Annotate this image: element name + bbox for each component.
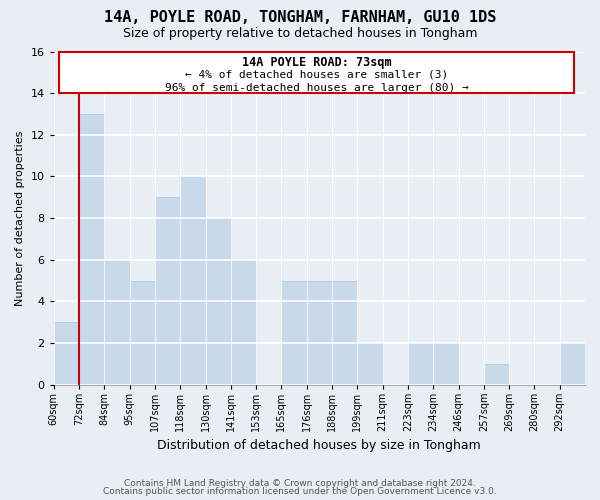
Bar: [104, 260, 130, 384]
Bar: [484, 364, 509, 384]
Text: Contains HM Land Registry data © Crown copyright and database right 2024.: Contains HM Land Registry data © Crown c…: [124, 478, 476, 488]
Bar: [180, 176, 206, 384]
FancyBboxPatch shape: [59, 52, 574, 93]
Bar: [79, 114, 104, 384]
Bar: [155, 198, 180, 384]
Bar: [281, 280, 307, 384]
Text: 14A, POYLE ROAD, TONGHAM, FARNHAM, GU10 1DS: 14A, POYLE ROAD, TONGHAM, FARNHAM, GU10 …: [104, 10, 496, 25]
Bar: [130, 280, 155, 384]
Bar: [408, 343, 433, 384]
Bar: [206, 218, 231, 384]
Bar: [54, 322, 79, 384]
Text: Contains public sector information licensed under the Open Government Licence v3: Contains public sector information licen…: [103, 487, 497, 496]
Bar: [358, 343, 383, 384]
Bar: [332, 280, 358, 384]
Bar: [433, 343, 458, 384]
Y-axis label: Number of detached properties: Number of detached properties: [15, 130, 25, 306]
Bar: [307, 280, 332, 384]
Bar: [231, 260, 256, 384]
Bar: [560, 343, 585, 384]
Text: 96% of semi-detached houses are larger (80) →: 96% of semi-detached houses are larger (…: [165, 83, 469, 93]
Text: Size of property relative to detached houses in Tongham: Size of property relative to detached ho…: [123, 28, 477, 40]
Text: ← 4% of detached houses are smaller (3): ← 4% of detached houses are smaller (3): [185, 70, 448, 80]
Text: 14A POYLE ROAD: 73sqm: 14A POYLE ROAD: 73sqm: [242, 56, 392, 70]
X-axis label: Distribution of detached houses by size in Tongham: Distribution of detached houses by size …: [157, 440, 481, 452]
